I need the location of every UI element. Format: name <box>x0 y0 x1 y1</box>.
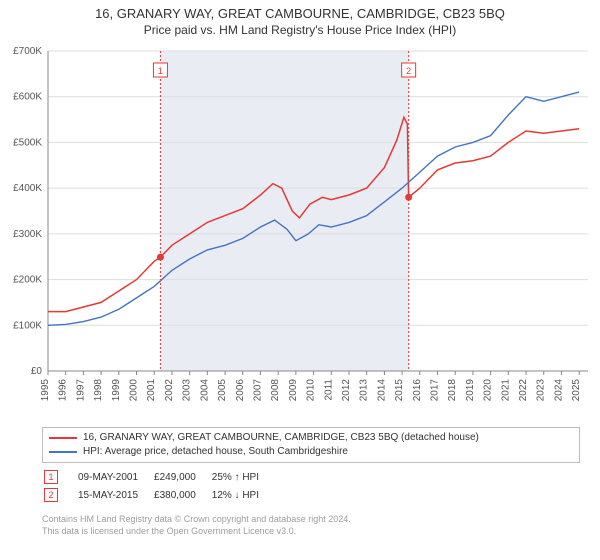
svg-text:£700K: £700K <box>13 46 42 57</box>
svg-text:1996: 1996 <box>58 379 69 402</box>
table-row: 2 15-MAY-2015 £380,000 12% ↓ HPI <box>44 487 273 503</box>
svg-text:2015: 2015 <box>394 379 405 402</box>
svg-text:2: 2 <box>406 66 411 76</box>
svg-text:2021: 2021 <box>500 379 511 402</box>
marker-badge: 2 <box>44 488 58 502</box>
svg-text:1: 1 <box>158 66 163 76</box>
svg-text:2025: 2025 <box>571 379 582 402</box>
svg-text:2003: 2003 <box>182 379 193 402</box>
svg-text:£300K: £300K <box>13 229 42 240</box>
page-subtitle: Price paid vs. HM Land Registry's House … <box>0 23 600 37</box>
svg-text:£600K: £600K <box>13 92 42 103</box>
legend-swatch <box>49 437 77 439</box>
svg-text:£500K: £500K <box>13 137 42 148</box>
svg-text:2008: 2008 <box>270 379 281 402</box>
footer-line: This data is licensed under the Open Gov… <box>42 525 580 537</box>
svg-text:2002: 2002 <box>164 379 175 402</box>
legend-label: HPI: Average price, detached house, Sout… <box>83 445 348 459</box>
svg-text:£200K: £200K <box>13 275 42 286</box>
svg-text:2005: 2005 <box>217 379 228 402</box>
svg-text:2019: 2019 <box>465 379 476 402</box>
legend: 16, GRANARY WAY, GREAT CAMBOURNE, CAMBRI… <box>42 427 580 463</box>
svg-text:2014: 2014 <box>376 379 387 402</box>
svg-text:2018: 2018 <box>447 379 458 402</box>
legend-label: 16, GRANARY WAY, GREAT CAMBOURNE, CAMBRI… <box>83 431 479 445</box>
marker-badge: 1 <box>44 470 58 484</box>
transaction-delta: 25% ↑ HPI <box>212 469 273 485</box>
attribution-footer: Contains HM Land Registry data © Crown c… <box>42 513 580 537</box>
svg-text:1998: 1998 <box>93 379 104 402</box>
svg-text:2022: 2022 <box>518 379 529 402</box>
svg-text:2001: 2001 <box>146 379 157 402</box>
transaction-delta: 12% ↓ HPI <box>212 487 273 503</box>
svg-text:2009: 2009 <box>288 379 299 402</box>
svg-text:2017: 2017 <box>430 379 441 402</box>
table-row: 1 09-MAY-2001 £249,000 25% ↑ HPI <box>44 469 273 485</box>
svg-text:2011: 2011 <box>323 379 334 401</box>
svg-text:2016: 2016 <box>412 379 423 402</box>
svg-text:2020: 2020 <box>483 379 494 402</box>
svg-text:£100K: £100K <box>13 320 42 331</box>
svg-text:1997: 1997 <box>75 379 86 402</box>
legend-item-property: 16, GRANARY WAY, GREAT CAMBOURNE, CAMBRI… <box>49 431 573 445</box>
svg-text:1999: 1999 <box>111 379 122 402</box>
svg-text:2013: 2013 <box>359 379 370 402</box>
svg-text:2012: 2012 <box>341 379 352 402</box>
svg-text:£0: £0 <box>31 366 43 377</box>
transaction-price: £249,000 <box>154 469 210 485</box>
legend-item-hpi: HPI: Average price, detached house, Sout… <box>49 445 573 459</box>
svg-text:2007: 2007 <box>252 379 263 402</box>
footer-line: Contains HM Land Registry data © Crown c… <box>42 513 580 525</box>
svg-text:1995: 1995 <box>40 379 51 402</box>
transaction-price: £380,000 <box>154 487 210 503</box>
page-title: 16, GRANARY WAY, GREAT CAMBOURNE, CAMBRI… <box>0 6 600 21</box>
transaction-date: 15-MAY-2015 <box>78 487 152 503</box>
transactions-table: 1 09-MAY-2001 £249,000 25% ↑ HPI 2 15-MA… <box>42 467 275 505</box>
price-chart-card: { "title": "16, GRANARY WAY, GREAT CAMBO… <box>0 6 600 537</box>
svg-text:£400K: £400K <box>13 183 42 194</box>
svg-text:2006: 2006 <box>235 379 246 402</box>
svg-text:2024: 2024 <box>553 379 564 402</box>
svg-text:2023: 2023 <box>536 379 547 402</box>
transaction-date: 09-MAY-2001 <box>78 469 152 485</box>
svg-text:2000: 2000 <box>129 379 140 402</box>
svg-text:2010: 2010 <box>306 379 317 402</box>
price-line-chart: £0 £100K £200K £300K £400K £500K £600K £700K 199… <box>0 41 600 421</box>
legend-swatch <box>49 451 77 453</box>
svg-text:2004: 2004 <box>199 379 210 402</box>
